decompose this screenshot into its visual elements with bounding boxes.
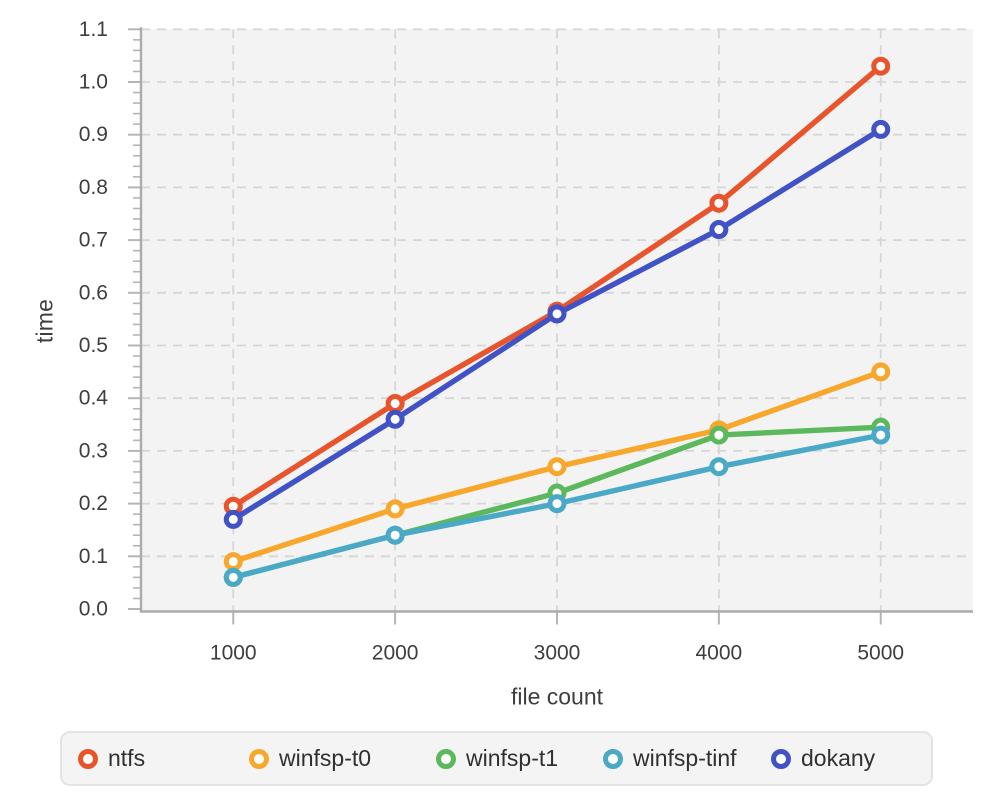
- legend-label: winfsp-t1: [466, 745, 559, 771]
- y-tick-label: 0.0: [79, 598, 108, 621]
- y-tick-label: 0.3: [79, 439, 108, 462]
- y-tick-label: 0.7: [79, 229, 108, 252]
- legend: ntfs winfsp-t0 winfsp-t1 winfsp-tinf dokany: [60, 731, 933, 786]
- x-axis-title: file count: [510, 683, 604, 710]
- marker-winfsp-t0-5000: [871, 362, 891, 382]
- legend-label: winfsp-tinf: [633, 745, 737, 771]
- marker-winfsp-tinf-3000: [547, 494, 567, 514]
- marker-winfsp-t0-3000: [547, 457, 567, 477]
- marker-winfsp-tinf-2000: [385, 525, 405, 545]
- y-tick-label: 0.5: [79, 334, 108, 357]
- marker-winfsp-tinf-5000: [871, 425, 891, 445]
- legend-item-winfsp-t1: winfsp-t1: [436, 733, 558, 784]
- line-chart: 0.0 0.1 0.2 0.3 0.4 0.5 0.6 0.7 0.8 0.9 1.0 1.1 1000…: [79, 18, 973, 665]
- legend-label: ntfs: [108, 745, 146, 771]
- marker-ntfs-4000: [709, 193, 729, 213]
- marker-dokany-5000: [871, 119, 891, 139]
- legend-marker-icon: [249, 748, 269, 769]
- marker-winfsp-tinf-4000: [709, 457, 729, 477]
- x-tick-label: 5000: [857, 642, 904, 665]
- marker-winfsp-t0-1000: [223, 552, 243, 572]
- marker-dokany-3000: [547, 304, 567, 324]
- x-tick-label: 4000: [696, 642, 743, 665]
- y-tick-label: 1.0: [79, 71, 108, 94]
- legend-item-dokany: dokany: [771, 733, 875, 784]
- legend-label: winfsp-t0: [279, 745, 372, 771]
- marker-winfsp-t0-2000: [385, 499, 405, 519]
- x-tick-label: 1000: [210, 642, 257, 665]
- x-tick-label: 2000: [372, 642, 419, 665]
- y-tick-label: 0.9: [79, 123, 108, 146]
- y-tick-label: 0.2: [79, 492, 108, 515]
- legend-marker-icon: [78, 748, 98, 769]
- legend-marker-icon: [436, 748, 456, 769]
- legend-item-winfsp-tinf: winfsp-tinf: [603, 733, 737, 784]
- legend-marker-icon: [603, 748, 623, 769]
- marker-winfsp-tinf-1000: [223, 567, 243, 587]
- marker-winfsp-t1-4000: [709, 425, 729, 445]
- legend-marker-icon: [771, 748, 791, 769]
- legend-label: dokany: [801, 745, 876, 771]
- y-tick-label: 0.8: [79, 176, 108, 199]
- y-tick-label: 1.1: [79, 18, 108, 41]
- marker-dokany-2000: [385, 409, 405, 429]
- legend-item-ntfs: ntfs: [78, 733, 145, 784]
- legend-item-winfsp-t0: winfsp-t0: [249, 733, 371, 784]
- y-tick-label: 0.1: [79, 545, 108, 568]
- y-tick-label: 0.4: [79, 387, 109, 410]
- marker-dokany-4000: [709, 220, 729, 240]
- marker-ntfs-2000: [385, 393, 405, 413]
- y-axis-title: time: [31, 298, 58, 344]
- y-tick-label: 0.6: [79, 281, 108, 304]
- x-tick-label: 3000: [534, 642, 581, 665]
- marker-ntfs-5000: [871, 56, 891, 76]
- marker-dokany-1000: [223, 509, 243, 529]
